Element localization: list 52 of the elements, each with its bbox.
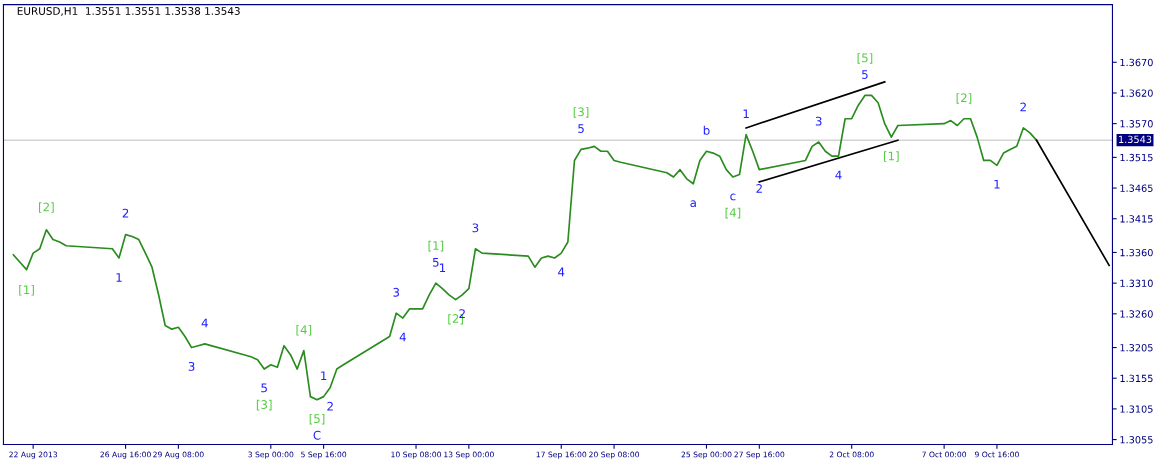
annotation: 5 — [862, 70, 868, 79]
annotation: 3 — [188, 361, 195, 371]
y-tick-label: 1.3155 — [1120, 374, 1153, 383]
annotation: [2] — [39, 202, 54, 213]
annotation: 4 — [201, 318, 208, 328]
y-tick-label: 1.3360 — [1120, 248, 1153, 257]
annotation: [4] — [296, 325, 312, 336]
annotation: 1 — [116, 273, 122, 282]
annotation: 2 — [122, 208, 129, 218]
annotation: c — [730, 193, 736, 201]
annotation: [3] — [573, 107, 589, 118]
annotation: 4 — [558, 267, 565, 277]
annotation: [5] — [857, 53, 873, 64]
annotation: 3 — [393, 287, 400, 297]
annotation: [4] — [725, 207, 741, 219]
y-tick-label: 1.3205 — [1120, 344, 1153, 352]
y-tick-label: 1.3670 — [1120, 58, 1153, 67]
annotation: 1 — [743, 109, 749, 119]
y-tick-label: 1.3310 — [1120, 279, 1153, 287]
annotation: 1 — [321, 371, 327, 380]
annotation: [2] — [956, 93, 972, 104]
annotation: [3] — [256, 399, 272, 411]
y-tick-label: 1.3055 — [1120, 436, 1153, 444]
annotation: [1] — [428, 240, 444, 252]
annotation: a — [690, 200, 696, 208]
annotation: 5 — [261, 383, 267, 393]
chart-title: EURUSD,H1 1.3551 1.3551 1.3538 1.3543 — [17, 7, 240, 16]
annotation: [1] — [19, 285, 34, 296]
annotation: 2 — [327, 401, 333, 411]
annotation: 3 — [472, 223, 479, 233]
annotation: [1] — [883, 151, 899, 162]
ref-line-label: 1.3543 — [1119, 135, 1152, 144]
y-tick-label: 1.3515 — [1120, 153, 1153, 162]
annotation: 3 — [815, 116, 822, 126]
annotation: C — [313, 430, 321, 440]
line-series — [12, 94, 1038, 401]
y-tick-label: 1.3415 — [1120, 215, 1153, 223]
y-tick-label: 1.3465 — [1120, 184, 1153, 192]
y-tick-label: 1.3260 — [1120, 310, 1153, 318]
annotation: 4 — [399, 332, 406, 342]
annotation: 2 — [756, 184, 762, 193]
y-tick-label: 1.3620 — [1120, 89, 1153, 97]
annotation: 1 — [994, 179, 1000, 189]
y-tick-label: 1.3570 — [1120, 120, 1153, 128]
y-tick-label: 1.3105 — [1120, 405, 1153, 413]
annotation: [5] — [309, 413, 325, 425]
annotation: b — [703, 125, 710, 135]
annotation: 5 — [578, 124, 584, 133]
annotation: 4 — [835, 170, 842, 180]
annotation: 2 — [1020, 102, 1026, 112]
annotation: 1 — [439, 263, 446, 273]
annotation: 5 — [432, 257, 439, 267]
